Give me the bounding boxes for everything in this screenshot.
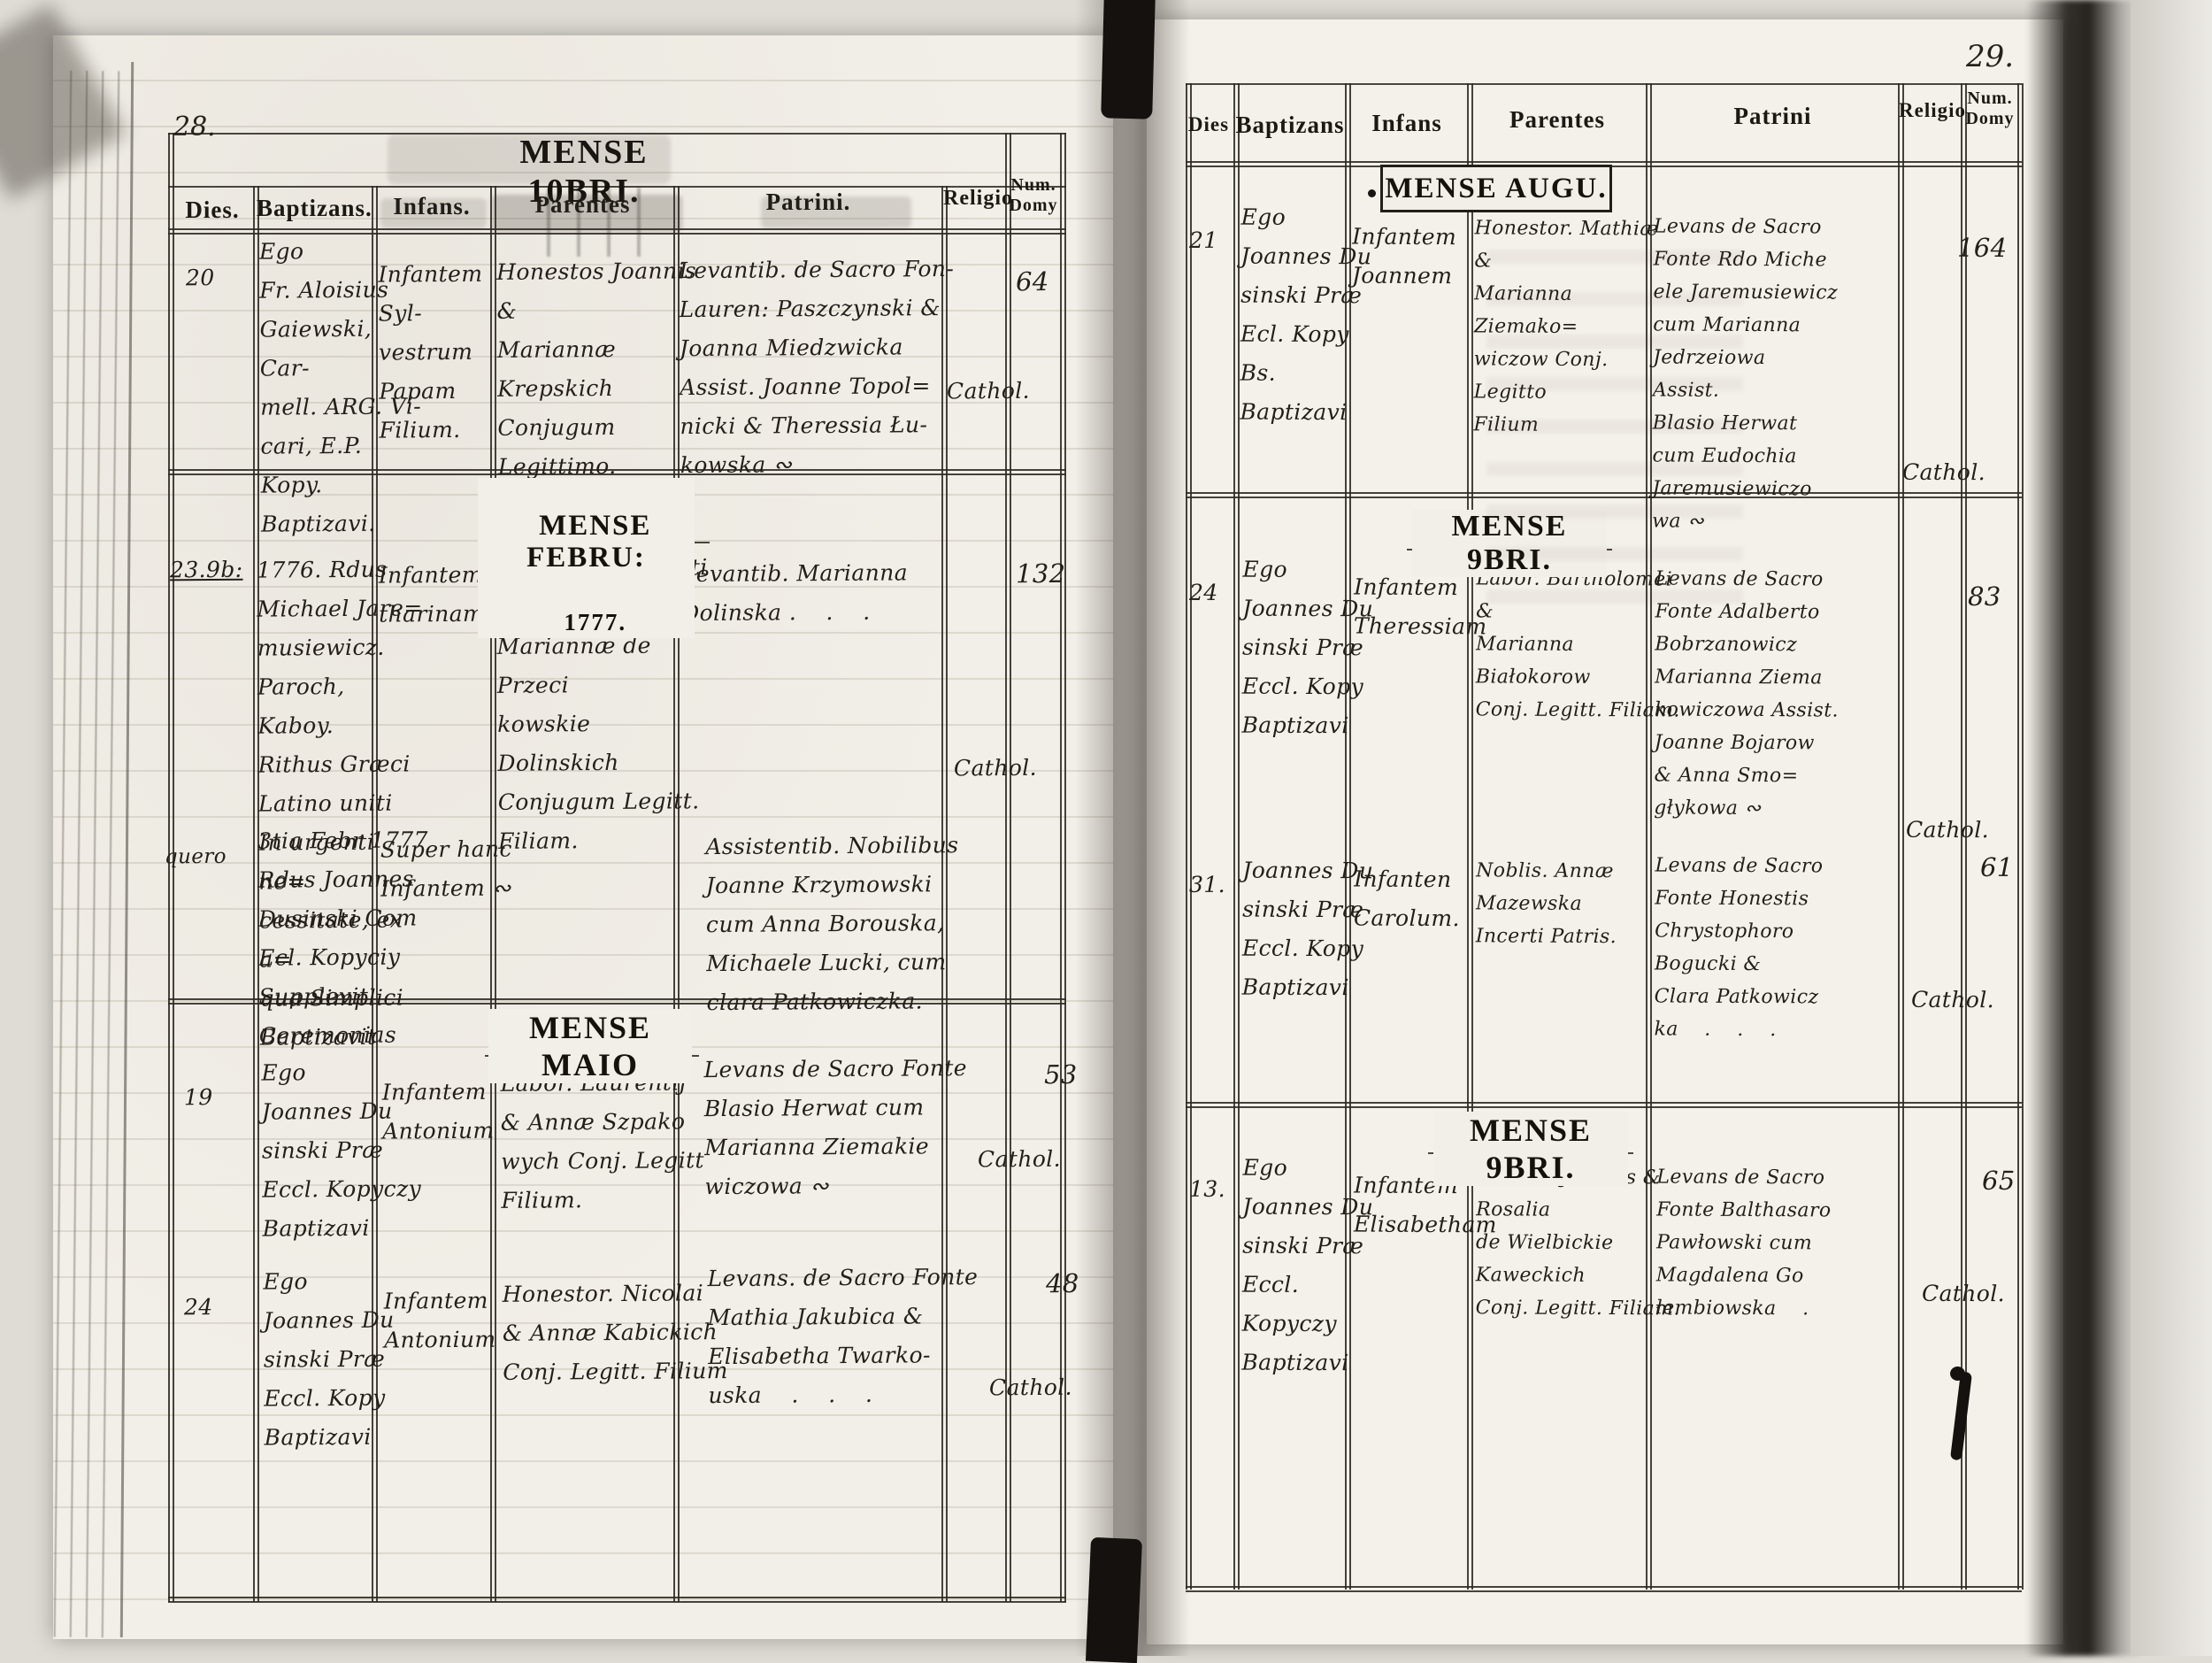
- num-domy-cell: 64: [1015, 266, 1049, 297]
- religio-cell: Cathol.: [953, 754, 1038, 781]
- table-rule: [168, 228, 1066, 235]
- table-rule: [168, 1597, 1066, 1603]
- religio-cell: Cathol.: [946, 377, 1031, 404]
- month-header-febru-year: 1777.: [564, 609, 627, 635]
- table-rule: [372, 186, 378, 1602]
- dies-cell: quero: [164, 844, 227, 869]
- religio-cell: Cathol.: [1910, 986, 1995, 1013]
- month-header-maio: MENSE MAIO: [488, 1009, 692, 1083]
- parentes-cell: Labor. Laurentij & Annæ Szpako wych Conj…: [500, 1069, 705, 1213]
- table-rule: [1005, 133, 1011, 1602]
- dies-cell: 24: [1188, 579, 1218, 606]
- dies-cell: 24: [183, 1294, 213, 1320]
- patrini-cell: Levans. de Sacro Fonte Mathia Jakubica &…: [707, 1264, 979, 1409]
- parentes-cell: Honestor. Mathiæ & Marianna Ziemako= wic…: [1473, 217, 1665, 436]
- religio-cell: Cathol.: [1905, 816, 1990, 843]
- pen-stroke-dot: [1950, 1367, 1965, 1381]
- right-page-paper: [1147, 19, 2063, 1644]
- column-header-num-domy: Num. Domy: [1009, 175, 1058, 215]
- dies-cell: 19: [183, 1084, 213, 1111]
- num-domy-cell: 53: [1043, 1059, 1078, 1090]
- column-header-dies: Dies.: [185, 196, 240, 223]
- religio-cell: Cathol.: [977, 1145, 1062, 1173]
- parentes-cell: Honestor. Nicolai & Annæ Kabickich Conj.…: [502, 1280, 728, 1385]
- column-header-baptizans: Baptizans: [1235, 112, 1345, 138]
- num-domy-cell: 83: [1967, 581, 2001, 612]
- table-rule: [168, 998, 1066, 1005]
- table-rule: [168, 186, 1066, 188]
- month-header-febru: MENSE FEBRU: 1777.: [478, 478, 695, 638]
- table-rule: [1186, 492, 2022, 498]
- month-title-10bri: MENSE 10BRI.: [519, 134, 659, 210]
- religio-cell: Cathol.: [1921, 1280, 2006, 1307]
- column-header-patrini: Patrini: [1733, 103, 1812, 129]
- infans-cell: Super hanc Infantem ∾: [380, 835, 512, 902]
- column-header-religio: Religio: [943, 187, 1013, 210]
- table-rule: [1961, 83, 1967, 1590]
- religio-cell: Cathol.: [1901, 458, 1986, 486]
- month-header-augu: MENSE AUGU.: [1380, 165, 1612, 212]
- table-rule: [168, 133, 1066, 135]
- bookmark-strip-top: [1101, 0, 1156, 119]
- table-rule: [1186, 1586, 2022, 1592]
- num-domy-cell: 65: [1981, 1165, 2016, 1197]
- column-header-dies: Dies: [1187, 113, 1230, 135]
- table-rule: [1898, 83, 1904, 1590]
- num-domy-cell: 132: [1015, 558, 1066, 589]
- dies-cell: 21: [1188, 227, 1218, 254]
- dies-cell: 20: [185, 265, 215, 291]
- left-page-paper: [53, 35, 1113, 1639]
- table-rule: [1186, 83, 2022, 85]
- table-rule: [1646, 83, 1652, 1590]
- column-header-parentes: Parentes: [1509, 106, 1605, 133]
- page-number-right: 29.: [1966, 39, 2015, 74]
- table-rule: [490, 186, 496, 1602]
- num-domy-cell: 164: [1956, 232, 2008, 264]
- table-rule: [2017, 83, 2024, 1590]
- column-header-num-domy: Num. Domy: [1965, 89, 2015, 128]
- table-rule: [1186, 83, 1192, 1590]
- table-rule: [1345, 83, 1351, 1590]
- column-header-infans: Infans: [1371, 110, 1442, 136]
- patrini-cell: Levans de Sacro Fonte Honestis Chrystoph…: [1654, 854, 1824, 1042]
- table-rule: [1060, 133, 1066, 1602]
- month-header-9bri-1: MENSE 9BRI.: [1412, 510, 1607, 577]
- bookmark-strip-bottom: [1085, 1536, 1143, 1663]
- num-domy-cell: 48: [1045, 1267, 1079, 1299]
- column-header-baptizans: Baptizans.: [257, 195, 373, 221]
- patrini-cell: Levantib. Marianna Dolinska . . .: [680, 559, 909, 627]
- table-rule: [1233, 83, 1240, 1590]
- dies-cell: 23.9b:: [169, 556, 243, 583]
- column-header-infans: Infans.: [393, 193, 471, 219]
- column-header-patrini: Patrini.: [765, 189, 851, 215]
- page-number-left: 28.: [173, 112, 216, 142]
- table-rule: [253, 186, 259, 1602]
- fore-edge-light-paper: [2131, 0, 2212, 1656]
- patrini-cell: Levans de Sacro Fonte Adalberto Bobrzano…: [1654, 567, 1839, 820]
- religio-cell: Cathol.: [988, 1374, 1073, 1401]
- patrini-cell: Levans de Sacro Fonte Rdo Miche ele Jare…: [1652, 215, 1839, 533]
- table-rule: [168, 469, 1066, 475]
- patrini-cell: Assistentib. Nobilibus Joanne Krzymowski…: [705, 832, 959, 1016]
- table-rule: [673, 186, 680, 1602]
- column-header-parentes: Parentes: [534, 191, 631, 218]
- table-rule: [1467, 83, 1473, 1590]
- num-domy-cell: 61: [1979, 851, 2014, 883]
- patrini-cell: Levans de Sacro Fonte Blasio Herwat cum …: [703, 1055, 968, 1200]
- patrini-cell: Levans de Sacro Fonte Balthasaro Pawłows…: [1655, 1166, 1832, 1320]
- column-header-religio: Religio: [1899, 99, 1966, 121]
- table-rule: [1186, 1102, 2022, 1108]
- dies-cell: 13.: [1188, 1175, 1226, 1203]
- month-header-9bri-2: MENSE 9BRI.: [1433, 1112, 1628, 1186]
- table-rule: [168, 133, 174, 1602]
- patrini-cell: Levantib. de Sacro Fon- Lauren: Paszczyn…: [679, 255, 955, 479]
- dies-cell: 31.: [1188, 871, 1226, 898]
- table-rule: [941, 186, 948, 1602]
- month-header-febru-title: MENSE FEBRU:: [526, 510, 661, 574]
